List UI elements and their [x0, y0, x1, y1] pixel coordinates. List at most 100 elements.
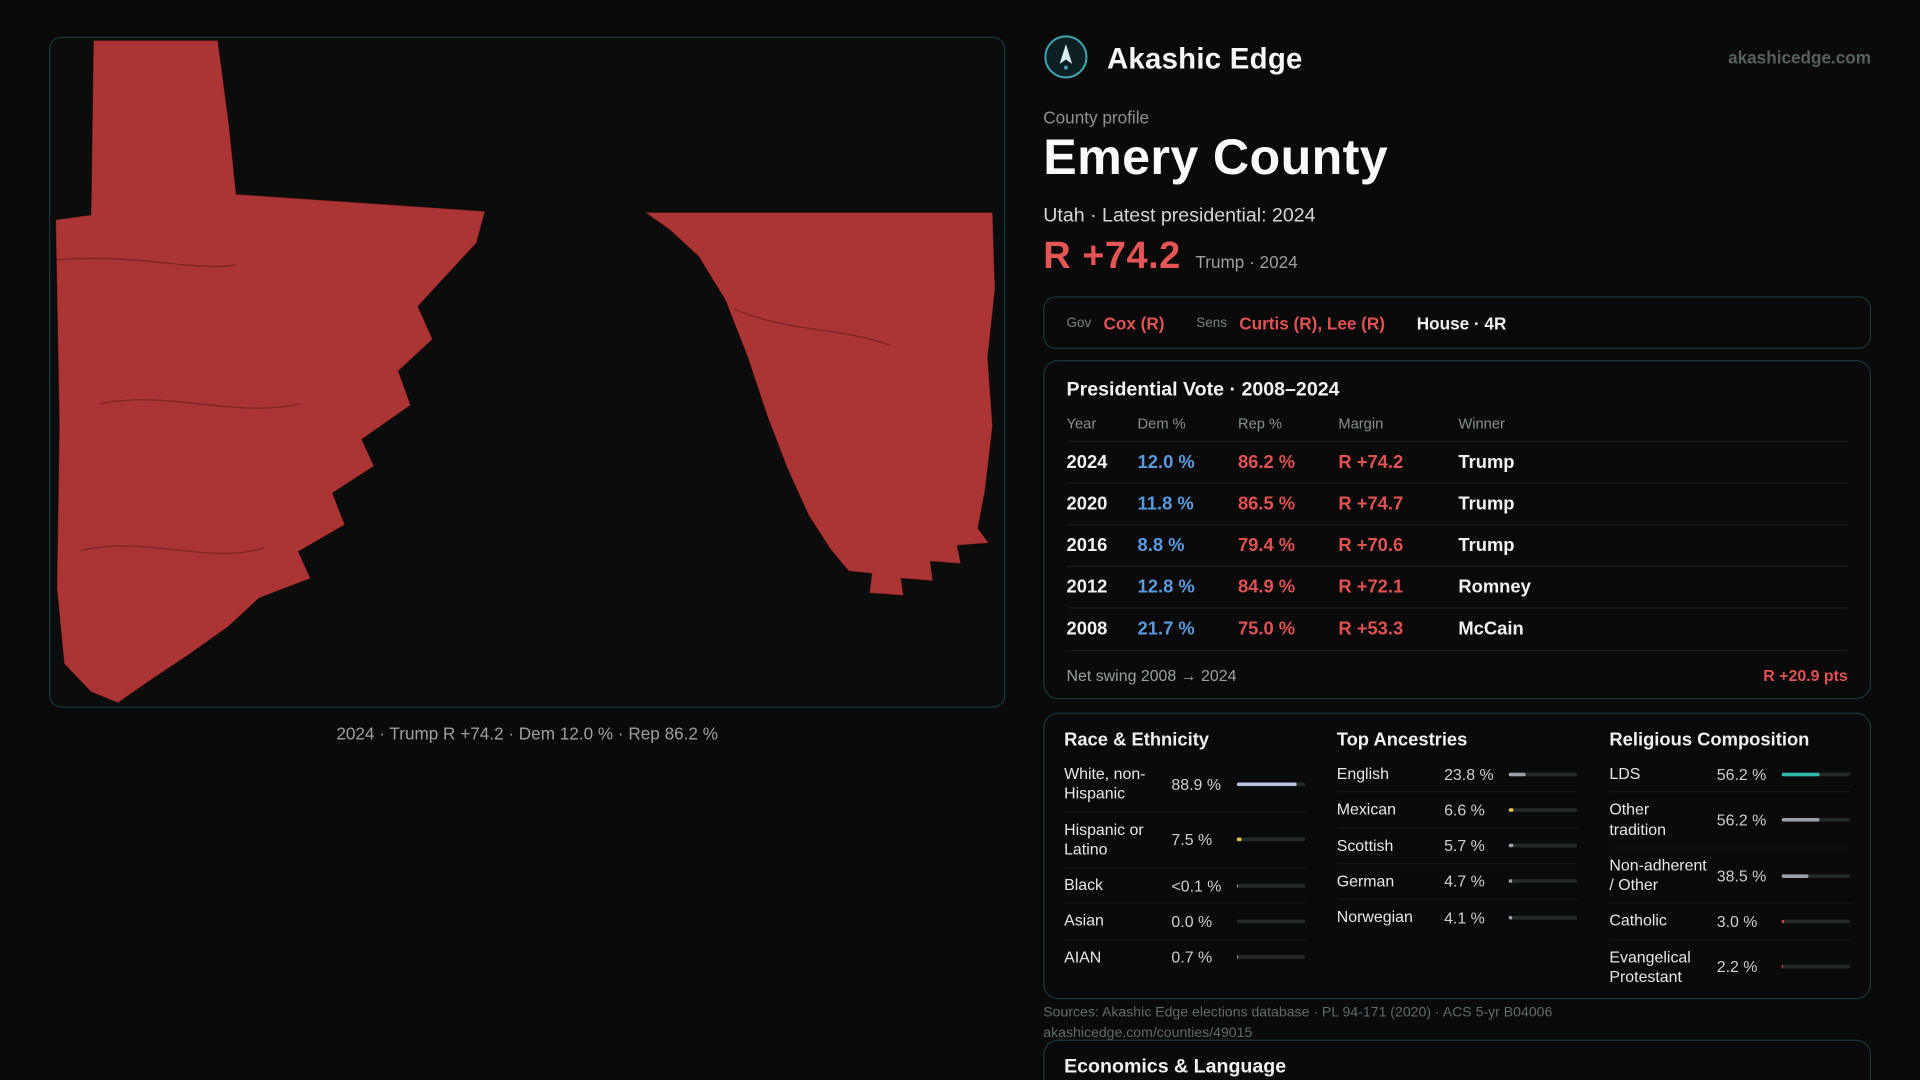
demo-value: 4.1 % [1444, 908, 1485, 927]
cell-rep: 84.9 % [1237, 576, 1296, 598]
cell-dem: 21.7 % [1137, 618, 1195, 640]
cell-margin: R +70.6 [1338, 535, 1404, 556]
county-map-panel [48, 36, 1006, 708]
demo-label: White, non-Hispanic [1064, 764, 1146, 803]
cell-year: 2016 [1066, 535, 1108, 556]
demo-label: Other tradition [1609, 799, 1667, 839]
list-item: English 23.8 % [1336, 757, 1578, 793]
list-item: Asian 0.0 % [1064, 904, 1305, 940]
cell-winner: Romney [1458, 576, 1531, 598]
precinct-line [55, 257, 237, 268]
demo-value: 4.7 % [1444, 872, 1485, 891]
religious-composition-column: Religious Composition LDS 56.2 % Other t… [1609, 729, 1851, 994]
sources-note: Sources: Akashic Edge elections database… [1043, 1003, 1871, 1044]
precinct-line [81, 545, 265, 555]
brand-domain-link[interactable]: akashicedge.com [1728, 47, 1872, 68]
house-value: House · 4R [1416, 312, 1507, 333]
demo-label: Mexican [1336, 799, 1397, 819]
demo-bar [1508, 843, 1578, 848]
list-item: Catholic 3.0 % [1609, 904, 1851, 940]
sens-label: Sens [1196, 315, 1227, 330]
sens-value: Curtis (R), Lee (R) [1239, 312, 1385, 333]
presidential-vote-card: Presidential Vote · 2008–2024 Year Dem %… [1043, 360, 1872, 700]
demo-bar [1508, 879, 1578, 884]
presidential-title: Presidential Vote · 2008–2024 [1066, 379, 1340, 401]
demo-label: German [1336, 871, 1395, 890]
cell-margin: R +74.7 [1338, 493, 1404, 515]
demo-label: Catholic [1609, 911, 1667, 930]
cell-year: 2024 [1066, 451, 1108, 473]
precinct-line [733, 308, 891, 346]
profile-subtitle: Utah · Latest presidential: 2024 [1043, 205, 1316, 227]
demo-bar [1236, 837, 1305, 842]
table-row-2012: 2012 12.8 % 84.9 % R +72.1 Romney [1066, 565, 1848, 608]
cell-rep: 86.5 % [1237, 493, 1296, 515]
demo-value: 56.2 % [1716, 764, 1767, 784]
cell-dem: 12.8 % [1137, 576, 1195, 598]
demo-value: 3.0 % [1716, 912, 1758, 931]
list-item: Other tradition 56.2 % [1609, 793, 1851, 849]
demo-label: Scottish [1336, 835, 1394, 855]
demo-bar [1508, 772, 1578, 776]
demo-label: Non-adherent / Other [1609, 855, 1707, 894]
list-item: Hispanic or Latino 7.5 % [1064, 812, 1305, 869]
gov-value: Cox (R) [1103, 312, 1165, 333]
demo-bar [1508, 915, 1578, 920]
headline-context: Trump · 2024 [1195, 252, 1298, 272]
demo-bar [1236, 919, 1305, 924]
sources-line: Sources: Akashic Edge elections database… [1043, 1005, 1553, 1020]
race-ethnicity-column: Race & Ethnicity White, non-Hispanic 88.… [1064, 730, 1305, 994]
demo-bar [1781, 919, 1851, 924]
net-swing-label: Net swing 2008 → 2024 [1066, 666, 1237, 685]
presidential-header-row: Year Dem % Rep % Margin Winner [1067, 415, 1848, 441]
cell-winner: Trump [1458, 535, 1515, 556]
sources-url[interactable]: akashicedge.com/counties/49015 [1043, 1025, 1253, 1041]
brand-header: Akashic Edge [1043, 34, 1302, 85]
list-item: Evangelical Protestant 2.2 % [1609, 940, 1851, 994]
demo-label: Evangelical Protestant [1609, 947, 1691, 986]
cell-dem: 11.8 % [1137, 493, 1194, 515]
cell-winner: McCain [1458, 618, 1524, 640]
table-row-2008: 2008 21.7 % 75.0 % R +53.3 McCain [1066, 607, 1848, 649]
demo-value: 7.5 % [1171, 830, 1213, 849]
religious-composition-title: Religious Composition [1609, 729, 1810, 751]
demo-bar [1781, 873, 1851, 878]
demo-label: Hispanic or Latino [1064, 819, 1144, 859]
cell-year: 2020 [1066, 493, 1108, 515]
profile-kicker: County profile [1043, 107, 1150, 128]
list-item: Black <0.1 % [1064, 868, 1305, 904]
demo-value: 2.2 % [1716, 957, 1758, 977]
demo-bar [1781, 817, 1851, 822]
demo-label: Norwegian [1336, 907, 1413, 926]
table-row-2020: 2020 11.8 % 86.5 % R +74.7 Trump [1066, 482, 1848, 524]
col-rep: Rep % [1237, 415, 1283, 433]
brand-logo-icon [1043, 34, 1088, 85]
demo-label: English [1336, 764, 1389, 783]
demo-value: 6.6 % [1444, 800, 1485, 820]
cell-margin: R +74.2 [1338, 451, 1404, 473]
demo-value: 0.0 % [1171, 912, 1213, 931]
officials-bar: Gov Cox (R) Sens Curtis (R), Lee (R) Hou… [1043, 296, 1872, 349]
demographics-card: Race & Ethnicity White, non-Hispanic 88.… [1043, 712, 1872, 1000]
table-row-2016: 2016 8.8 % 79.4 % R +70.6 Trump [1066, 524, 1848, 566]
col-margin: Margin [1338, 415, 1384, 433]
net-swing-row: Net swing 2008 → 2024 R +20.9 pts [1066, 650, 1848, 698]
demo-label: Black [1064, 875, 1104, 894]
demo-value: 88.9 % [1171, 774, 1221, 794]
economics-language-card: Economics & Language [1043, 1039, 1872, 1080]
cell-margin: R +53.3 [1338, 618, 1404, 640]
brand-name: Akashic Edge [1106, 42, 1303, 76]
headline-margin-row: R +74.2 Trump · 2024 [1043, 234, 1297, 285]
county-shape-west [54, 39, 486, 704]
net-swing-value: R +20.9 pts [1763, 666, 1848, 685]
demo-bar [1236, 955, 1305, 959]
list-item: White, non-Hispanic 88.9 % [1064, 757, 1305, 813]
demo-label: Asian [1064, 911, 1104, 930]
table-row-2024: 2024 12.0 % 86.2 % R +74.2 Trump [1066, 440, 1848, 483]
demo-bar [1508, 808, 1578, 812]
demo-value: 56.2 % [1716, 810, 1767, 829]
county-shape-east [642, 211, 996, 597]
cell-winner: Trump [1458, 451, 1515, 473]
top-ancestries-title: Top Ancestries [1336, 729, 1468, 751]
col-year: Year [1066, 415, 1097, 433]
